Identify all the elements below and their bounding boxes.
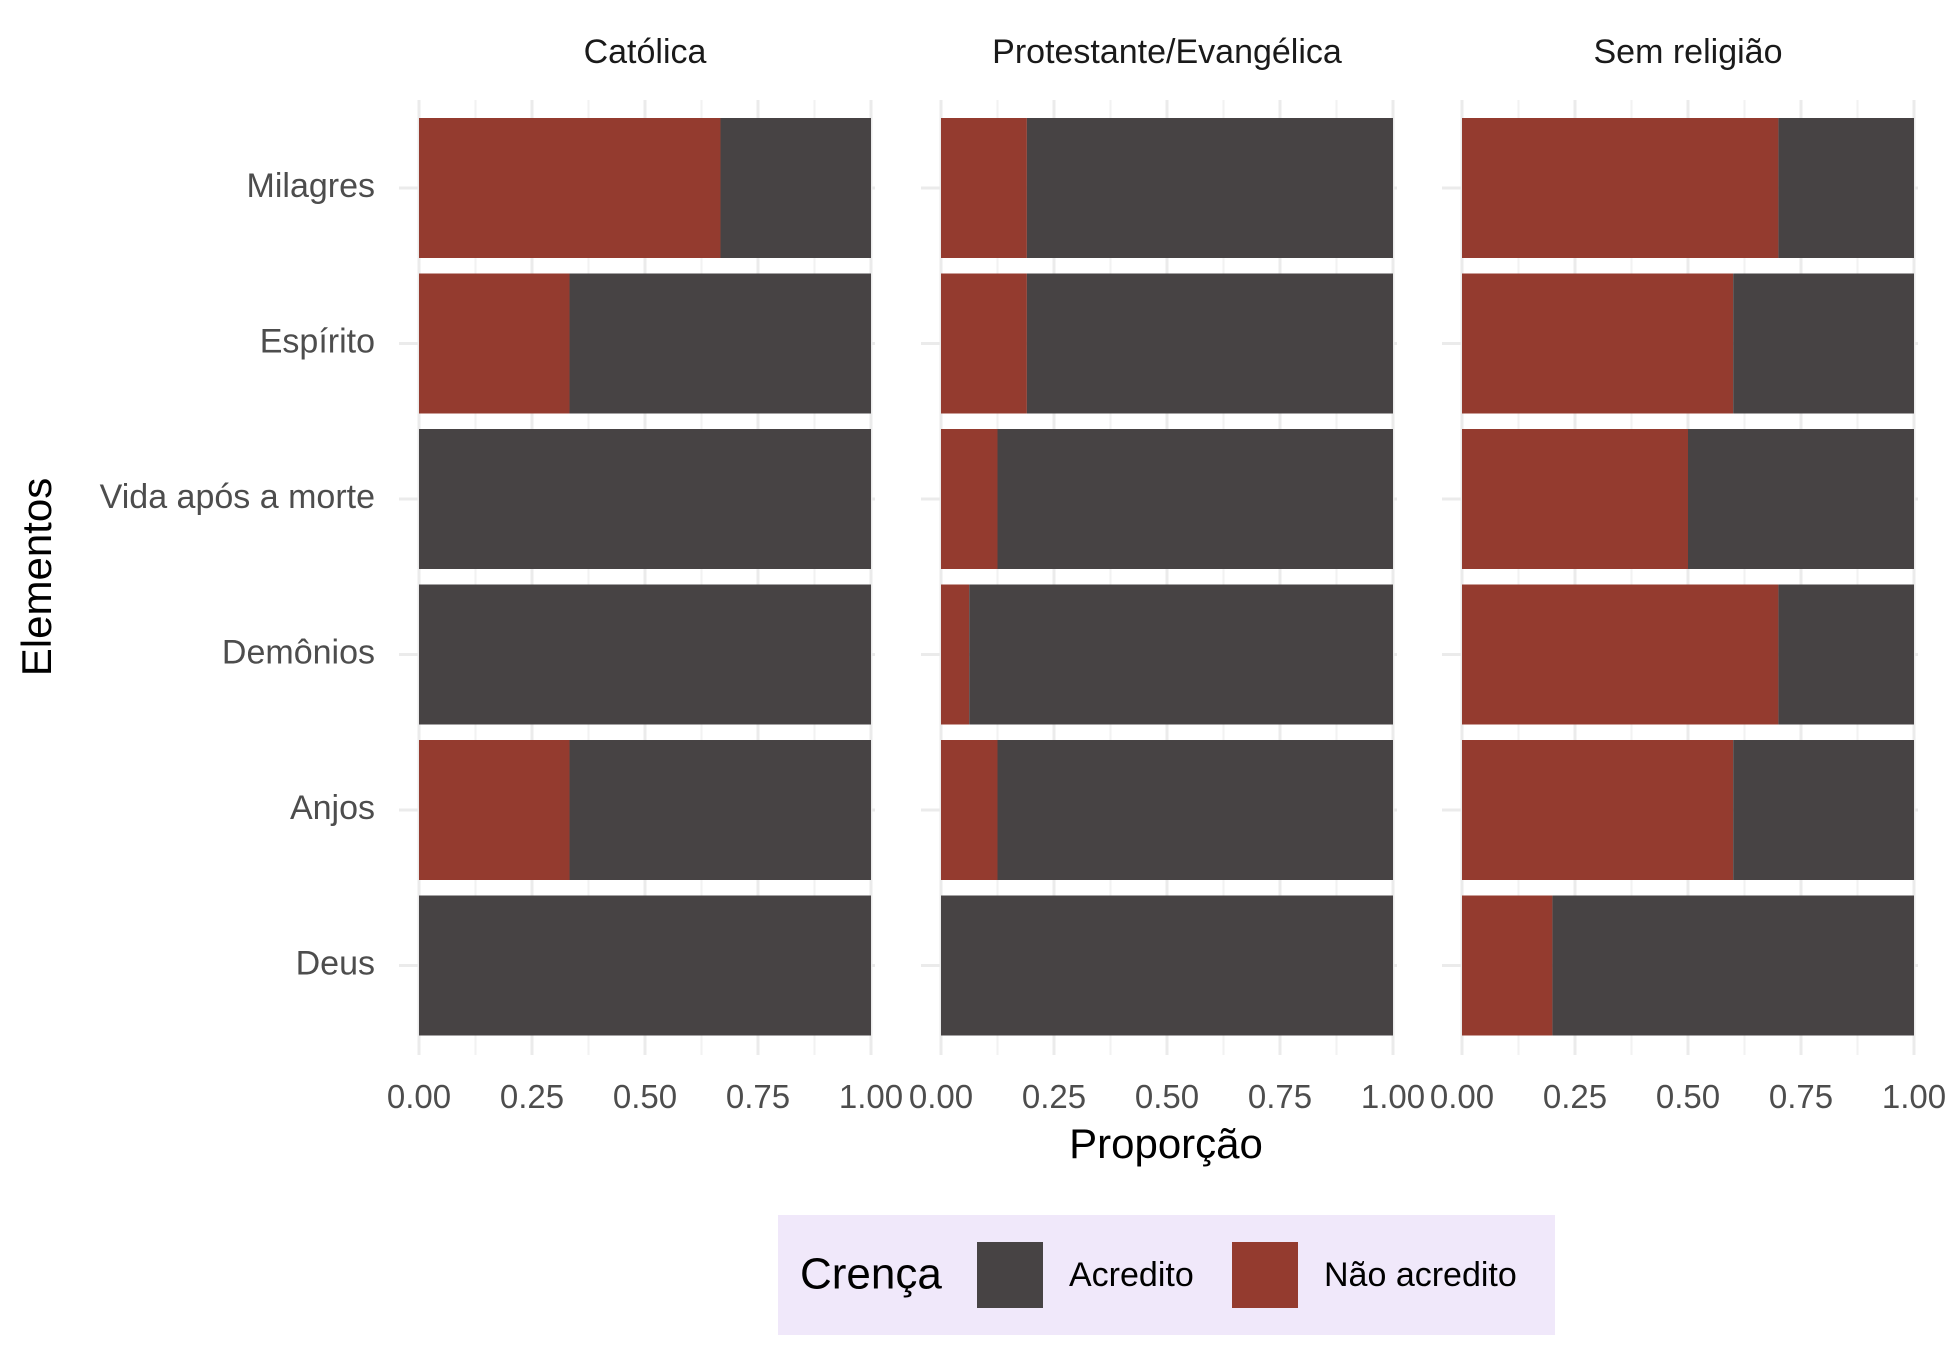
bar-acredito-milagres <box>1026 118 1393 258</box>
bar-nao-acredito-espirito <box>419 273 570 414</box>
x-tick-label: 0.75 <box>1248 1078 1312 1115</box>
facet-catolica: Católica 0.00 0.25 0.50 0.75 1.00 <box>387 33 903 1115</box>
x-tick-label: 0.50 <box>1135 1078 1199 1115</box>
y-tick-label-deus: Deus <box>296 944 375 982</box>
facet-sem-religiao: Sem religião 0.00 0.25 0.50 0.75 1.00 <box>1430 33 1946 1115</box>
y-tick-label-milagres: Milagres <box>247 167 375 205</box>
bar-acredito-vida-apos-a-morte <box>1688 429 1914 569</box>
x-tick-label: 0.00 <box>909 1078 973 1115</box>
y-tick-label-anjos: Anjos <box>290 789 375 827</box>
bar-acredito-espirito <box>1733 273 1914 414</box>
legend-label-acredito: Acredito <box>1069 1256 1194 1294</box>
x-tick-label: 0.75 <box>1769 1078 1833 1115</box>
legend-background <box>778 1215 1555 1335</box>
bar-nao-acredito-anjos <box>419 740 570 880</box>
facet-protestante-evangelica: Protestante/Evangélica 0.00 0.25 0.50 0.75 1.… <box>909 33 1425 1115</box>
bar-nao-acredito-espirito <box>941 273 1027 414</box>
y-axis-category-labels: Milagres Espírito Vida após a morte Demônio… <box>100 167 375 983</box>
x-tick-label: 0.00 <box>1430 1078 1494 1115</box>
bar-nao-acredito-vida-apos-a-morte <box>1462 429 1688 569</box>
bar-nao-acredito-demonios <box>941 584 970 725</box>
x-tick-label: 1.00 <box>839 1078 903 1115</box>
x-tick-label: 0.00 <box>387 1078 451 1115</box>
y-tick-label-demonios: Demônios <box>222 633 375 671</box>
bar-acredito-deus <box>1552 895 1914 1036</box>
bar-nao-acredito-milagres <box>941 118 1027 258</box>
bar-nao-acredito-vida-apos-a-morte <box>941 429 998 569</box>
y-tick-label-espirito: Espírito <box>260 322 375 360</box>
bar-nao-acredito-deus <box>1462 895 1553 1036</box>
x-tick-label: 0.50 <box>613 1078 677 1115</box>
bar-acredito-vida-apos-a-morte <box>997 429 1393 569</box>
bar-acredito-anjos <box>569 740 871 880</box>
bar-nao-acredito-milagres <box>1462 118 1779 258</box>
x-tick-label: 1.00 <box>1361 1078 1425 1115</box>
bar-nao-acredito-anjos <box>1462 740 1734 880</box>
legend-label-nao-acredito: Não acredito <box>1324 1256 1517 1294</box>
legend-key-acredito <box>977 1242 1043 1308</box>
bar-acredito-milagres <box>1778 118 1914 258</box>
bar-acredito-demonios <box>419 584 871 725</box>
bar-nao-acredito-espirito <box>1462 273 1734 414</box>
bar-acredito-anjos <box>997 740 1393 880</box>
legend: Crença Acredito Não acredito <box>778 1215 1555 1335</box>
y-tick-label-vida-apos-a-morte: Vida após a morte <box>100 478 375 516</box>
legend-key-nao-acredito <box>1232 1242 1298 1308</box>
bar-acredito-deus <box>941 895 1393 1036</box>
legend-title: Crença <box>800 1250 942 1299</box>
facet-title: Sem religião <box>1594 33 1783 71</box>
bar-acredito-demonios <box>969 584 1393 725</box>
bar-nao-acredito-milagres <box>419 118 721 258</box>
x-tick-label: 0.50 <box>1656 1078 1720 1115</box>
bar-acredito-deus <box>419 895 871 1036</box>
bar-nao-acredito-anjos <box>941 740 998 880</box>
facet-title: Católica <box>584 33 707 71</box>
x-tick-label: 1.00 <box>1882 1078 1946 1115</box>
bar-acredito-espirito <box>569 273 871 414</box>
x-axis-title: Proporção <box>1069 1120 1263 1167</box>
bar-acredito-anjos <box>1733 740 1914 880</box>
x-tick-label: 0.25 <box>500 1078 564 1115</box>
x-tick-label: 0.75 <box>726 1078 790 1115</box>
y-axis-title: Elementos <box>13 478 60 676</box>
bar-nao-acredito-demonios <box>1462 584 1779 725</box>
facet-title: Protestante/Evangélica <box>992 33 1342 71</box>
x-tick-label: 0.25 <box>1543 1078 1607 1115</box>
x-tick-label: 0.25 <box>1022 1078 1086 1115</box>
bar-acredito-milagres <box>720 118 871 258</box>
bar-acredito-espirito <box>1026 273 1393 414</box>
bar-acredito-vida-apos-a-morte <box>419 429 871 569</box>
bar-acredito-demonios <box>1778 584 1914 725</box>
